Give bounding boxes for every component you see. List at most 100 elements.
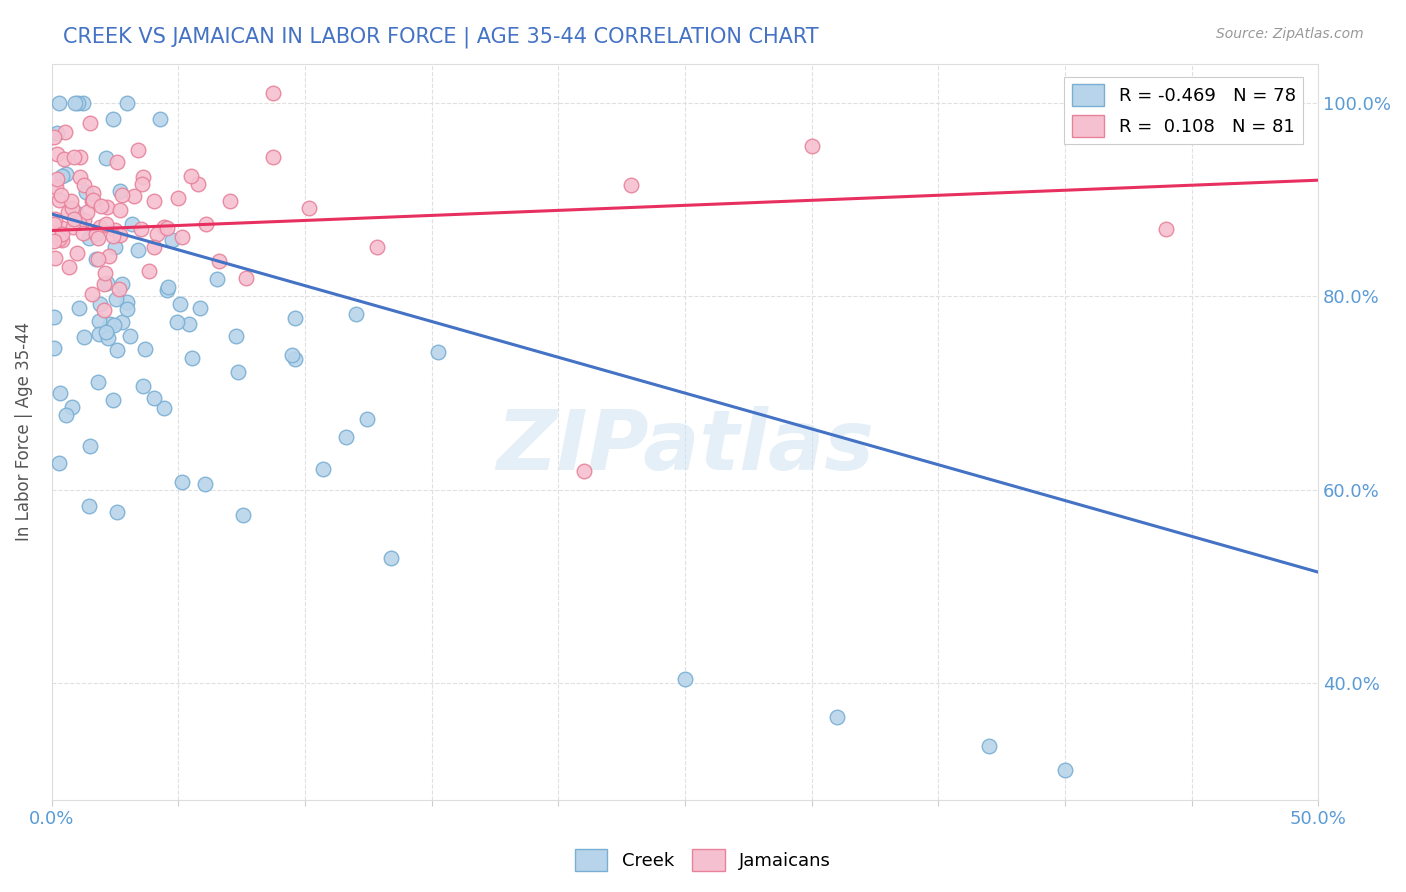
Point	[67, 301, 90, 315]
Point	[194, 476, 217, 491]
Point	[977, 739, 1000, 754]
Point	[149, 112, 172, 127]
Point	[53, 125, 76, 139]
Point	[572, 463, 595, 477]
Point	[208, 254, 231, 268]
Point	[281, 347, 304, 361]
Point	[104, 222, 127, 236]
Point	[96, 217, 118, 231]
Point	[143, 194, 166, 208]
Point	[111, 277, 134, 291]
Point	[44, 252, 66, 266]
Point	[108, 184, 131, 198]
Point	[48, 456, 70, 470]
Point	[312, 462, 335, 476]
Point	[262, 150, 284, 164]
Point	[63, 211, 86, 226]
Point	[134, 343, 156, 357]
Point	[77, 499, 100, 513]
Point	[63, 95, 86, 110]
Point	[44, 130, 66, 145]
Point	[77, 231, 100, 245]
Point	[44, 341, 66, 355]
Text: CREEK VS JAMAICAN IN LABOR FORCE | AGE 35-44 CORRELATION CHART: CREEK VS JAMAICAN IN LABOR FORCE | AGE 3…	[63, 27, 818, 48]
Point	[97, 249, 120, 263]
Point	[138, 264, 160, 278]
Point	[110, 202, 132, 217]
Point	[262, 86, 284, 100]
Point	[298, 201, 321, 215]
Point	[105, 505, 128, 519]
Point	[181, 351, 204, 365]
Legend: R = -0.469   N = 78, R =  0.108   N = 81: R = -0.469 N = 78, R = 0.108 N = 81	[1064, 77, 1303, 145]
Point	[84, 252, 107, 266]
Point	[48, 232, 70, 246]
Point	[87, 313, 110, 327]
Point	[188, 301, 211, 315]
Point	[103, 318, 125, 333]
Point	[115, 302, 138, 317]
Point	[73, 212, 96, 227]
Point	[62, 220, 84, 235]
Point	[194, 218, 217, 232]
Point	[132, 378, 155, 392]
Point	[187, 178, 209, 192]
Point	[51, 227, 73, 241]
Point	[49, 188, 72, 202]
Point	[218, 194, 240, 208]
Point	[825, 710, 848, 724]
Point	[45, 180, 67, 194]
Point	[60, 201, 83, 215]
Point	[45, 147, 67, 161]
Point	[228, 365, 250, 379]
Y-axis label: In Labor Force | Age 35-44: In Labor Force | Age 35-44	[15, 322, 32, 541]
Point	[284, 310, 307, 325]
Point	[93, 277, 115, 291]
Point	[104, 292, 127, 306]
Point	[73, 330, 96, 344]
Point	[44, 217, 66, 231]
Point	[69, 170, 91, 185]
Point	[170, 475, 193, 490]
Text: ZIPatlas: ZIPatlas	[496, 406, 875, 487]
Text: Source: ZipAtlas.com: Source: ZipAtlas.com	[1216, 27, 1364, 41]
Point	[172, 229, 194, 244]
Point	[131, 177, 153, 191]
Point	[366, 239, 388, 253]
Point	[800, 139, 823, 153]
Point	[84, 227, 107, 242]
Point	[66, 246, 89, 260]
Point	[235, 270, 257, 285]
Point	[48, 95, 70, 110]
Point	[1154, 221, 1177, 235]
Point	[51, 221, 73, 235]
Point	[79, 116, 101, 130]
Point	[87, 327, 110, 342]
Point	[80, 286, 103, 301]
Point	[49, 386, 72, 401]
Point	[115, 95, 138, 110]
Point	[121, 217, 143, 231]
Point	[86, 252, 108, 266]
Point	[127, 143, 149, 157]
Point	[152, 401, 174, 416]
Point	[90, 199, 112, 213]
Point	[111, 188, 134, 202]
Point	[132, 169, 155, 184]
Point	[82, 193, 104, 207]
Point	[94, 151, 117, 165]
Point	[356, 412, 378, 426]
Point	[55, 168, 77, 182]
Point	[44, 212, 66, 227]
Point	[115, 294, 138, 309]
Point	[120, 329, 142, 343]
Point	[101, 229, 124, 244]
Point	[131, 221, 153, 235]
Point	[101, 112, 124, 127]
Point	[44, 310, 66, 325]
Point	[105, 155, 128, 169]
Point	[87, 376, 110, 390]
Point	[44, 234, 66, 248]
Point	[97, 331, 120, 345]
Point	[127, 243, 149, 257]
